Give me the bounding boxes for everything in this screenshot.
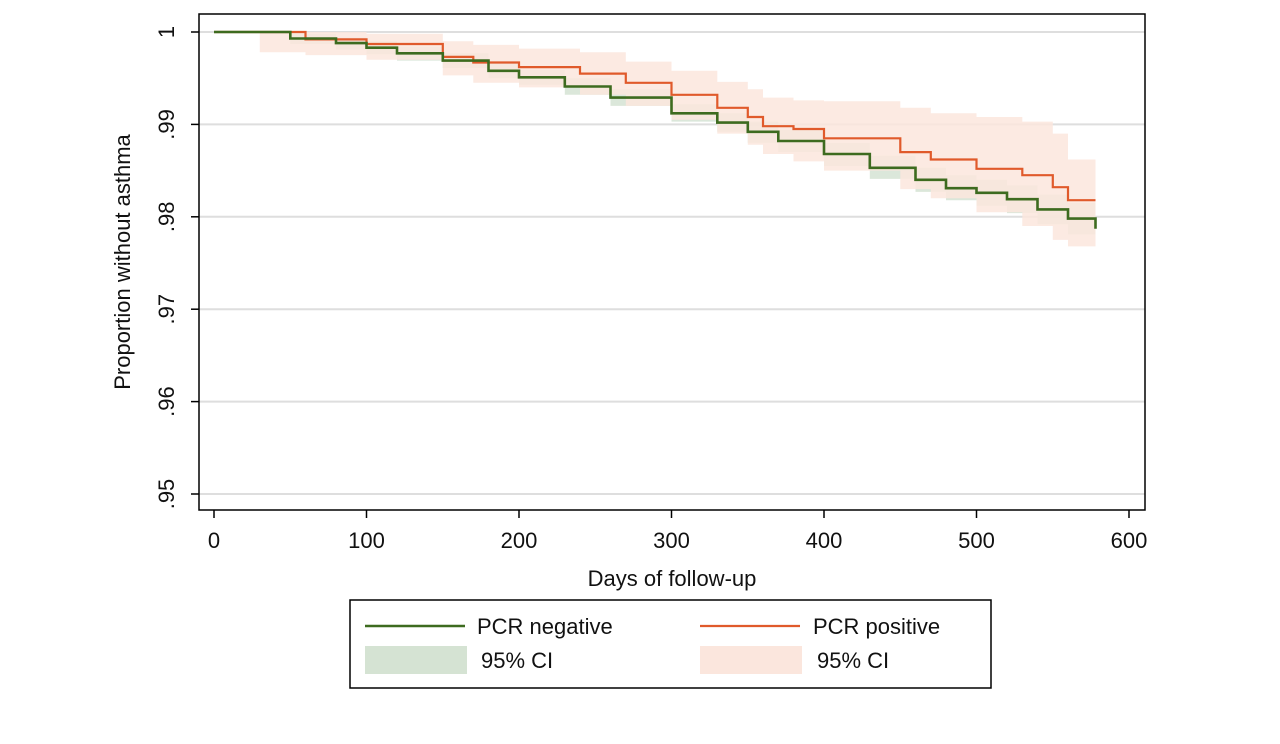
grid-lines (199, 31, 1145, 495)
y-tick-label-2: .97 (154, 294, 179, 325)
legend: PCR negative PCR positive 95% CI 95% CI (349, 599, 992, 689)
legend-label-2: 95% CI (481, 648, 553, 673)
legend-band-2 (365, 646, 467, 674)
x-tick-label-4: 400 (806, 528, 843, 553)
x-tick-label-1: 100 (348, 528, 385, 553)
x-axis-label: Days of follow-up (588, 566, 757, 591)
legend-label-1: PCR positive (813, 614, 940, 639)
legend-band-3 (700, 646, 802, 674)
x-tick-label-2: 200 (501, 528, 538, 553)
y-axis-label: Proportion without asthma (110, 133, 135, 389)
x-tick-label-5: 500 (958, 528, 995, 553)
ci-bands (214, 32, 1096, 249)
y-tick-label-0: .95 (154, 479, 179, 510)
y-tick-label-5: 1 (154, 26, 179, 38)
y-tick-label-4: .99 (154, 109, 179, 140)
y-axis: .95 .96 .97 .98 .99 1 (154, 26, 199, 509)
series-lines (214, 30, 1097, 229)
ci-band-1 (214, 32, 1096, 249)
x-tick-label-0: 0 (208, 528, 220, 553)
y-tick-label-3: .98 (154, 202, 179, 233)
x-tick-label-3: 300 (653, 528, 690, 553)
legend-label-3: 95% CI (817, 648, 889, 673)
y-tick-label-1: .96 (154, 386, 179, 417)
x-axis: 0 100 200 300 400 500 600 (208, 510, 1147, 553)
legend-label-0: PCR negative (477, 614, 613, 639)
series-line-0 (214, 30, 1097, 229)
x-tick-label-6: 600 (1111, 528, 1148, 553)
